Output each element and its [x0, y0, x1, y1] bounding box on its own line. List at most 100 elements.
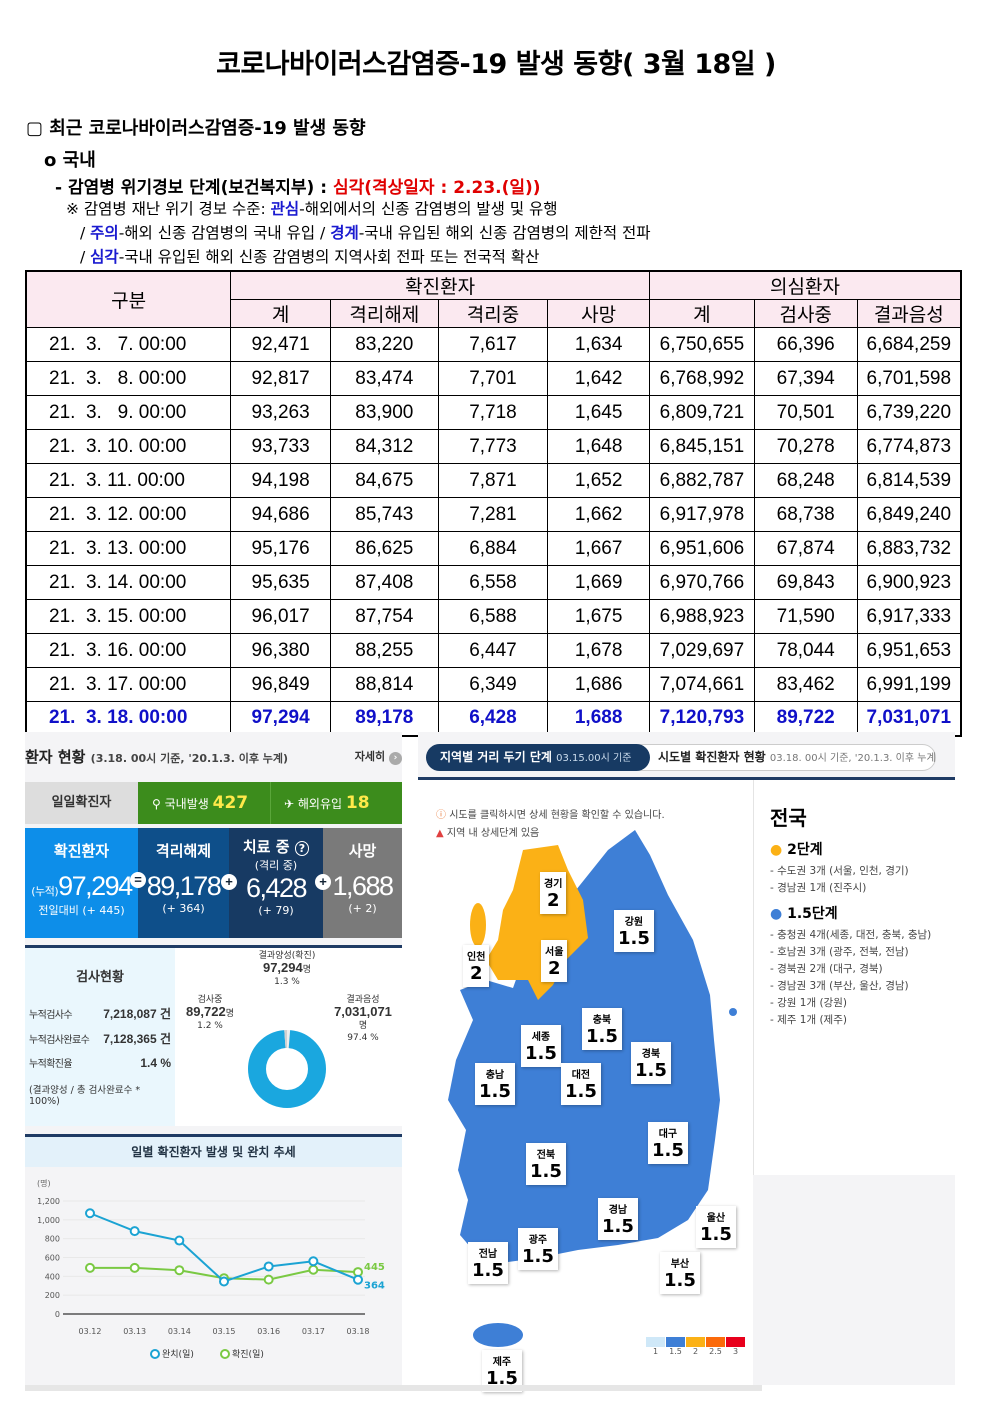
table-cell: 7,074,661: [648, 667, 755, 702]
region-name: 대구: [658, 1129, 678, 1140]
table-cell: 6,809,721: [648, 395, 755, 430]
table-cell: 6,750,655: [648, 327, 755, 362]
table-cell: 87,754: [329, 599, 439, 634]
region-stage: 1.5: [530, 1161, 562, 1182]
treating-card: 치료 중 ? (격리 중) 6,428 (+ 79): [229, 828, 323, 938]
tests-donut-chart: [248, 1030, 326, 1108]
equals-icon: =: [130, 872, 146, 888]
x-tick-label: 03.12: [79, 1327, 102, 1336]
region-name: 경북: [641, 1049, 661, 1060]
table-cell: 6,882,787: [648, 463, 755, 498]
region-name: 인천: [467, 952, 486, 963]
data-point: [174, 1235, 185, 1246]
subheader: 계: [648, 299, 755, 328]
overseas-count: 18: [345, 793, 370, 813]
date-cell: 21. 3. 18. 00:00: [25, 701, 232, 737]
map-region-label[interactable]: 인천 2: [463, 945, 490, 987]
data-point: [263, 1261, 274, 1272]
map-region-label[interactable]: 전남 1.5: [468, 1242, 508, 1284]
map-region-label[interactable]: 세종 1.5: [521, 1025, 561, 1067]
date-cell: 21. 3. 11. 00:00: [25, 463, 232, 498]
map-region-label[interactable]: 경기 2: [540, 872, 567, 914]
deaths-value: 1,688: [332, 871, 394, 901]
level-15-dot-icon: ●: [770, 906, 783, 922]
summary-item: - 강원 1개 (강원): [770, 997, 847, 1009]
tests-row: 누적확진율 1.4 %: [29, 1055, 171, 1070]
table-cell: 1,648: [547, 429, 650, 464]
map-region-label[interactable]: 부산 1.5: [660, 1252, 700, 1294]
map-area: ⓘ 시도를 클릭하시면 상세 현황을 확인할 수 있습니다. ▲ 지역 내 상세…: [418, 780, 753, 1392]
table-cell: 95,635: [230, 565, 331, 600]
tests-title: 검사현황: [76, 970, 124, 985]
table-row: 21. 3. 7. 00:00 92,471 83,220 7,617 1,634 6,7…: [25, 327, 962, 362]
patient-status-panel: 환자 현황 (3.18. 00시 기준, '20.1.3. 이후 누계) 자세히…: [25, 732, 402, 1385]
region-name: 울산: [706, 1213, 726, 1224]
map-region-label[interactable]: 대구 1.5: [648, 1122, 688, 1164]
region-stage: 1.5: [565, 1081, 597, 1102]
tests-key: 누적검사수: [29, 1010, 73, 1021]
daily-breakdown: ⚲ 국내발생 427 ✈ 해외유입 18: [138, 782, 402, 824]
tab-region-cases[interactable]: 시도별 확진환자 현황 03.18. 00시 기준, '20.1.3. 이후 누…: [658, 750, 936, 764]
table-cell: 1,688: [547, 701, 650, 737]
y-tick-label: 400: [45, 1272, 60, 1281]
level-1-desc: -해외에서의 신종 감염병의 발생 및 유행: [299, 200, 558, 218]
region-name: 제주: [492, 1357, 512, 1368]
region-stage: 1.5: [700, 1224, 732, 1245]
table-cell: 1,678: [547, 633, 650, 668]
table-cell: 66,396: [753, 327, 858, 362]
subheader: 결과음성: [856, 299, 962, 328]
section-heading: ▢ 최근 코로나바이러스감염증-19 발생 동향: [26, 118, 366, 139]
more-link[interactable]: 자세히 ›: [355, 748, 402, 765]
map-region-label[interactable]: 전북 1.5: [526, 1143, 566, 1185]
map-region-label[interactable]: 강원 1.5: [614, 910, 654, 952]
table-cell: 88,255: [329, 633, 439, 668]
map-region-label[interactable]: 서울 2: [541, 940, 568, 982]
tests-row: 누적검사완료수 7,128,365 건: [29, 1030, 171, 1047]
table-cell: 83,462: [753, 667, 858, 702]
legend-label: 완치(일): [162, 1348, 194, 1360]
overseas: ✈ 해외유입 18: [284, 793, 370, 813]
date-cell: 21. 3. 17. 00:00: [25, 667, 232, 702]
tab-distancing[interactable]: 지역별 거리 두기 단계 03.15.00시 기준: [426, 744, 650, 771]
scale-value: 3: [732, 1347, 739, 1356]
data-point: [85, 1262, 95, 1273]
table-cell: 6,768,992: [648, 361, 755, 396]
level-3-desc: -국내 유입된 해외 신종 감염병의 제한적 전파: [358, 224, 651, 242]
map-region-label[interactable]: 충남 1.5: [475, 1063, 515, 1105]
slash: /: [80, 224, 91, 242]
x-tick-label: 03.18: [347, 1327, 370, 1336]
table-cell: 1,669: [547, 565, 650, 600]
confirmed-value: 97,294: [58, 871, 133, 901]
data-point: [308, 1256, 319, 1267]
alert-value: 심각(격상일자 : 2.23.(일)): [332, 178, 541, 198]
region-name: 서울: [545, 947, 564, 958]
domestic-count: 427: [212, 793, 249, 813]
chart-title: 일별 확진환자 발생 및 완치 추세: [25, 1137, 402, 1167]
map-region-label[interactable]: 대전 1.5: [561, 1063, 601, 1105]
table-cell: 7,871: [437, 463, 549, 498]
map-region-label[interactable]: 울산 1.5: [696, 1206, 736, 1248]
table-row: 21. 3. 17. 00:00 96,849 88,814 6,349 1,686 7,…: [25, 667, 962, 702]
map-panel: 지역별 거리 두기 단계 03.15.00시 기준 시도별 확진환자 현황 03…: [418, 732, 955, 1392]
table-cell: 93,733: [230, 429, 331, 464]
y-tick-label: 800: [45, 1235, 60, 1244]
table-cell: 6,428: [437, 701, 549, 737]
table-cell: 6,884: [437, 531, 549, 566]
table-cell: 6,900,923: [856, 565, 962, 600]
map-region-label[interactable]: 광주 1.5: [518, 1228, 558, 1270]
summary-item: - 경남권 3개 (부산, 울산, 경남): [770, 980, 909, 992]
table-cell: 93,263: [230, 395, 331, 430]
released-card: 격리해제 89,178 (+ 364): [138, 828, 229, 938]
level-1: 관심: [270, 200, 300, 218]
alert-line: - 감염병 위기경보 단계(보건복지부) : 심각(격상일자 : 2.23.(일…: [55, 173, 541, 198]
date-cell: 21. 3. 16. 00:00: [25, 633, 232, 668]
y-tick-label: 200: [45, 1291, 60, 1300]
table-cell: 83,474: [329, 361, 439, 396]
summary-item: - 경남권 1개 (진주시): [770, 882, 867, 894]
map-region-label[interactable]: 경북 1.5: [631, 1042, 671, 1084]
donut-negative-label: 결과음성 7,031,071 명 97.4 %: [334, 995, 392, 1043]
map-region-label[interactable]: 충북 1.5: [582, 1008, 622, 1050]
map-region-label[interactable]: 경남 1.5: [598, 1198, 638, 1240]
table-cell: 6,917,333: [856, 599, 962, 634]
donut-slice: [248, 1030, 326, 1108]
